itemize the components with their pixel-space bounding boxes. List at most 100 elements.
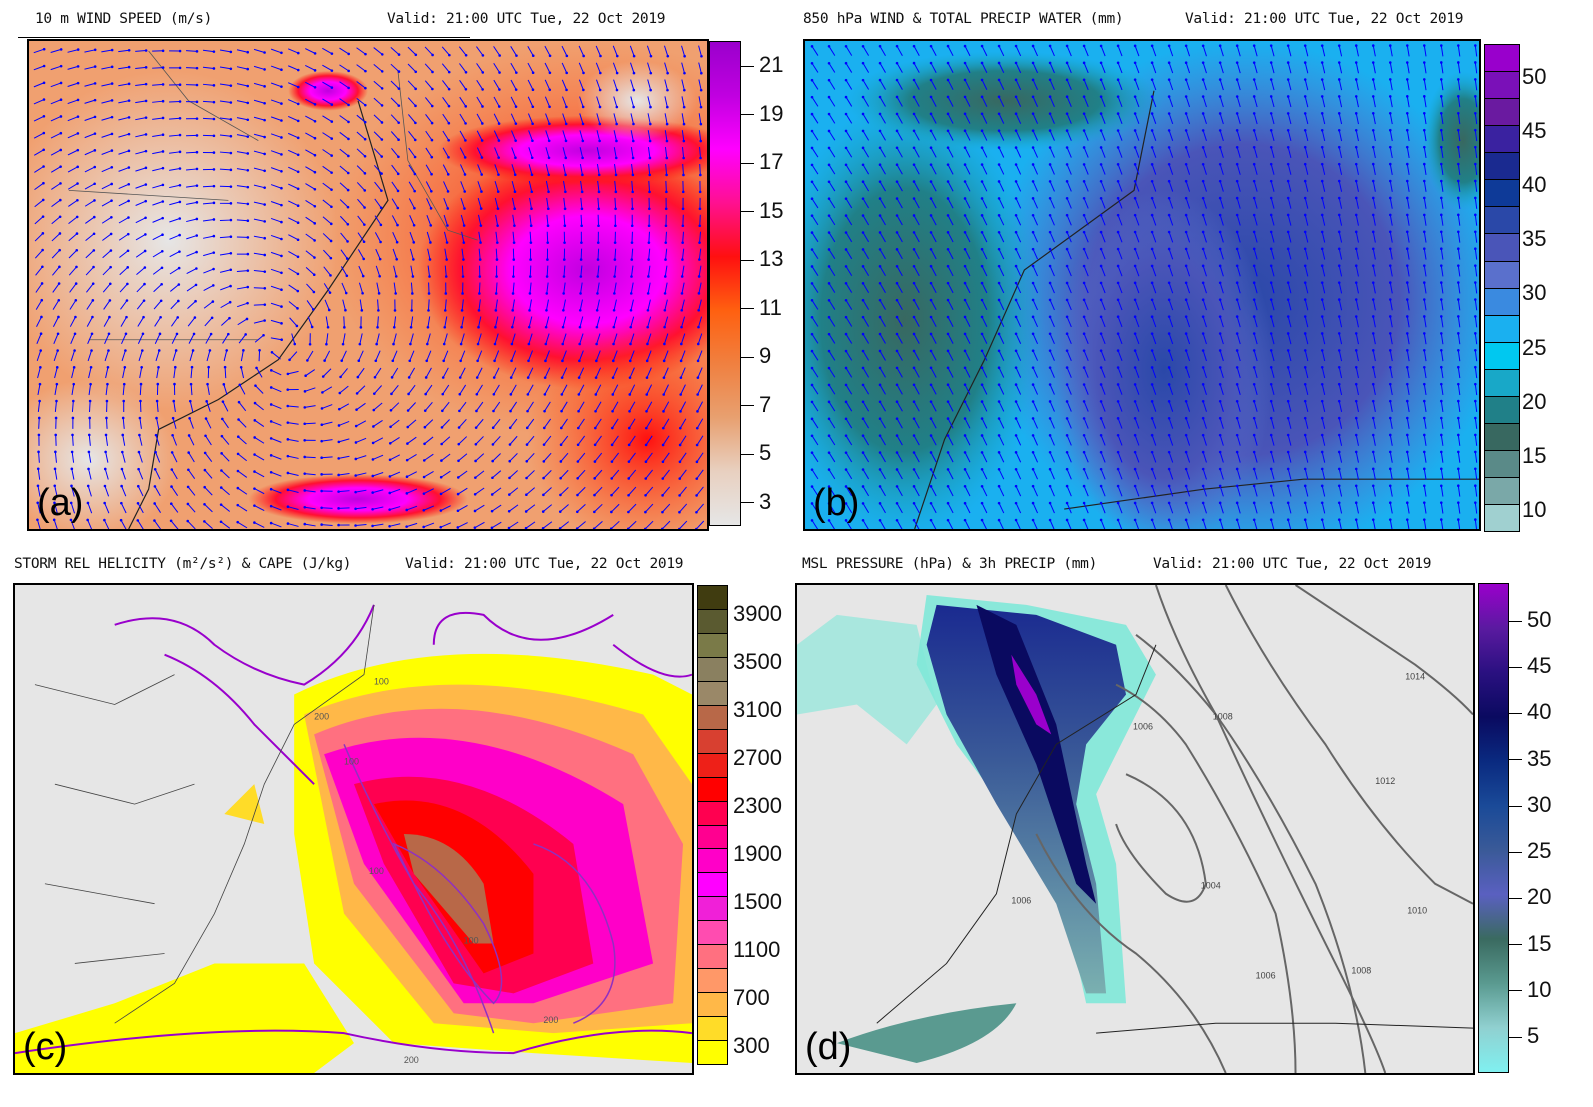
wind-vector-arrow: [681, 96, 685, 108]
wind-vector-arrow: [811, 113, 819, 124]
wind-vector-head: [980, 214, 984, 217]
wind-vector-head: [510, 359, 513, 363]
wind-vector-head: [1354, 501, 1358, 505]
wind-vector-arrow: [288, 251, 299, 258]
wind-vector-head: [980, 349, 984, 353]
wind-vector-head: [963, 484, 967, 488]
wind-vector-arrow: [492, 418, 501, 429]
wind-vector-arrow: [118, 100, 130, 104]
wind-vector-head: [296, 238, 300, 242]
wind-vector-head: [56, 349, 59, 352]
wind-vector-head: [827, 78, 831, 82]
wind-vector-head: [69, 518, 73, 522]
wind-vector-arrow: [611, 452, 620, 462]
wind-vector-head: [997, 417, 1001, 420]
wind-vector-head: [495, 275, 498, 278]
wind-vector-arrow: [1134, 401, 1140, 412]
wind-vector-arrow: [476, 113, 483, 124]
wind-vector-head: [1184, 400, 1188, 403]
wind-vector-head: [661, 460, 665, 464]
wind-vector-head: [632, 105, 635, 109]
wind-vector-arrow: [203, 252, 214, 257]
wind-vector-arrow: [1474, 96, 1478, 108]
wind-vector-arrow: [372, 523, 384, 527]
wind-vector-head: [1354, 230, 1358, 234]
wind-vector-arrow: [696, 452, 704, 463]
wind-vector-head: [361, 291, 364, 295]
wind-vector-head: [161, 216, 164, 220]
wind-vector-head: [929, 146, 933, 150]
wind-vector-arrow: [664, 130, 668, 142]
wind-vector-arrow: [1389, 180, 1393, 192]
wind-vector-arrow: [896, 249, 903, 260]
wind-vector-head: [123, 365, 127, 369]
wind-vector-arrow: [477, 350, 483, 361]
wind-vector-arrow: [896, 333, 903, 344]
wind-vector-arrow: [338, 472, 350, 476]
wind-vector-arrow: [1253, 45, 1258, 57]
wind-vector-head: [547, 190, 550, 194]
wind-vector-arrow: [1151, 418, 1157, 429]
wind-vector-arrow: [879, 130, 886, 141]
wind-vector-head: [76, 81, 80, 85]
wind-vector-arrow: [828, 113, 836, 124]
wind-vector-head: [363, 120, 367, 124]
wind-vector-head: [1235, 315, 1239, 318]
wind-vector-arrow: [1134, 62, 1140, 74]
wind-vector-head: [649, 122, 652, 126]
wind-vector-head: [378, 257, 382, 261]
wind-vector-arrow: [879, 79, 886, 90]
wind-vector-arrow: [321, 439, 333, 442]
wind-vector-arrow: [1304, 316, 1309, 328]
colorbar-bin: [698, 609, 727, 634]
wind-vector-head: [980, 163, 984, 166]
wind-vector-arrow: [1457, 316, 1461, 328]
wind-vector-arrow: [1168, 316, 1174, 328]
wind-vector-arrow: [562, 333, 567, 345]
wind-vector-arrow: [270, 234, 282, 240]
wind-vector-arrow: [811, 452, 819, 463]
wind-vector-arrow: [476, 130, 483, 141]
wind-vector-head: [1457, 95, 1460, 98]
wind-vector-head: [1474, 433, 1477, 437]
wind-vector-head: [1337, 365, 1341, 369]
wind-vector-head: [946, 180, 950, 183]
wind-vector-arrow: [1338, 417, 1343, 429]
wind-vector-head: [346, 188, 350, 192]
wind-vector-arrow: [459, 384, 467, 395]
wind-vector-head: [1014, 281, 1018, 285]
wind-vector-head: [143, 282, 146, 286]
wind-vector-arrow: [1117, 130, 1123, 141]
wind-vector-arrow: [102, 266, 111, 276]
wind-vector-arrow: [930, 435, 937, 446]
wind-vector-head: [346, 240, 349, 243]
wind-vector-arrow: [678, 520, 688, 529]
wind-vector-arrow: [1287, 265, 1292, 277]
wind-vector-head: [1065, 349, 1069, 352]
wind-vector-arrow: [1304, 367, 1309, 379]
wind-vector-head: [698, 207, 702, 211]
wind-vector-arrow: [1202, 197, 1207, 209]
wind-vector-arrow: [88, 434, 91, 446]
wind-vector-arrow: [1032, 45, 1039, 57]
wind-vector-head: [810, 315, 814, 319]
wind-vector-head: [565, 54, 569, 58]
wind-vector-arrow: [358, 350, 364, 361]
wind-vector-arrow: [1372, 519, 1376, 529]
wind-vector-head: [253, 487, 256, 490]
wind-vector-head: [1457, 315, 1460, 318]
wind-vector-head: [1474, 467, 1477, 471]
wind-vector-arrow: [665, 180, 667, 192]
wind-vector-arrow: [87, 350, 93, 362]
wind-vector-head: [1167, 281, 1171, 285]
wind-vector-head: [428, 258, 432, 261]
wind-vector-arrow: [118, 83, 130, 87]
wind-vector-head: [458, 376, 462, 379]
wind-vector-arrow: [896, 519, 903, 529]
wind-vector-head: [663, 342, 666, 346]
colorbar-tick-label: 11: [741, 295, 782, 321]
wind-vector-arrow: [594, 452, 603, 462]
wind-vector-arrow: [998, 384, 1005, 395]
colorbar-tick-label: 35: [1522, 226, 1547, 252]
wind-vector-head: [1201, 450, 1205, 454]
